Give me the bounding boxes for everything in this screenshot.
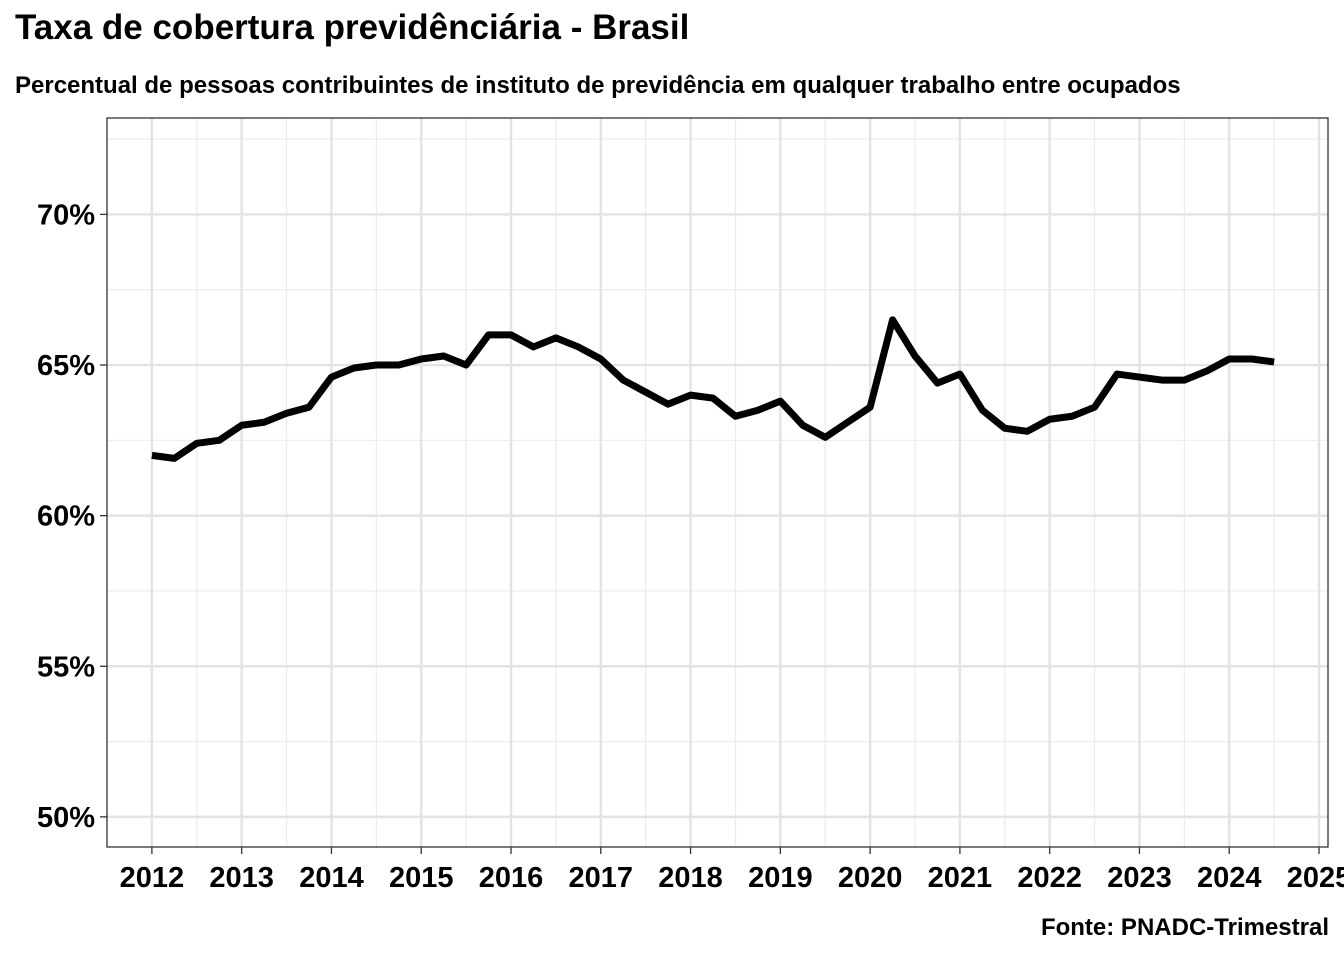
- y-tick-label: 55%: [37, 651, 95, 683]
- plot-panel-background: [107, 118, 1328, 847]
- x-tick-label: 2025: [1287, 862, 1344, 894]
- x-tick-label: 2022: [1017, 862, 1082, 894]
- plot-panel-border: [106, 117, 1329, 848]
- x-tick-label: 2012: [120, 862, 185, 894]
- chart-caption: Fonte: PNADC-Trimestral: [1040, 914, 1329, 941]
- minor-gridlines: [107, 118, 1328, 847]
- series-line: [151, 316, 1275, 462]
- y-tick-label: 50%: [37, 802, 95, 834]
- x-tick-label: 2024: [1197, 862, 1262, 894]
- x-tick-label: 2014: [299, 862, 364, 894]
- x-tick-label: 2023: [1107, 862, 1172, 894]
- x-tick-label: 2020: [838, 862, 903, 894]
- chart-title: Taxa de cobertura previdênciária - Brasi…: [15, 8, 690, 47]
- x-tick-label: 2015: [389, 862, 454, 894]
- x-tick-label: 2018: [658, 862, 723, 894]
- x-tick-label: 2013: [209, 862, 274, 894]
- x-axis: 2012 2013 2014 2015 2016 2017 2018 2019 2020 2021…: [120, 847, 1344, 894]
- y-tick-label: 60%: [37, 501, 95, 533]
- y-axis: 50% 55% 60% 65% 70%: [37, 199, 107, 834]
- y-tick-label: 65%: [37, 350, 95, 382]
- chart-subtitle: Percentual de pessoas contribuintes de i…: [15, 72, 1181, 99]
- major-gridlines: [107, 118, 1328, 847]
- x-tick-label: 2019: [748, 862, 813, 894]
- x-tick-label: 2021: [928, 862, 993, 894]
- series-layer: [151, 316, 1275, 462]
- x-tick-label: 2016: [479, 862, 544, 894]
- x-tick-label: 2017: [569, 862, 634, 894]
- y-tick-label: 70%: [37, 199, 95, 231]
